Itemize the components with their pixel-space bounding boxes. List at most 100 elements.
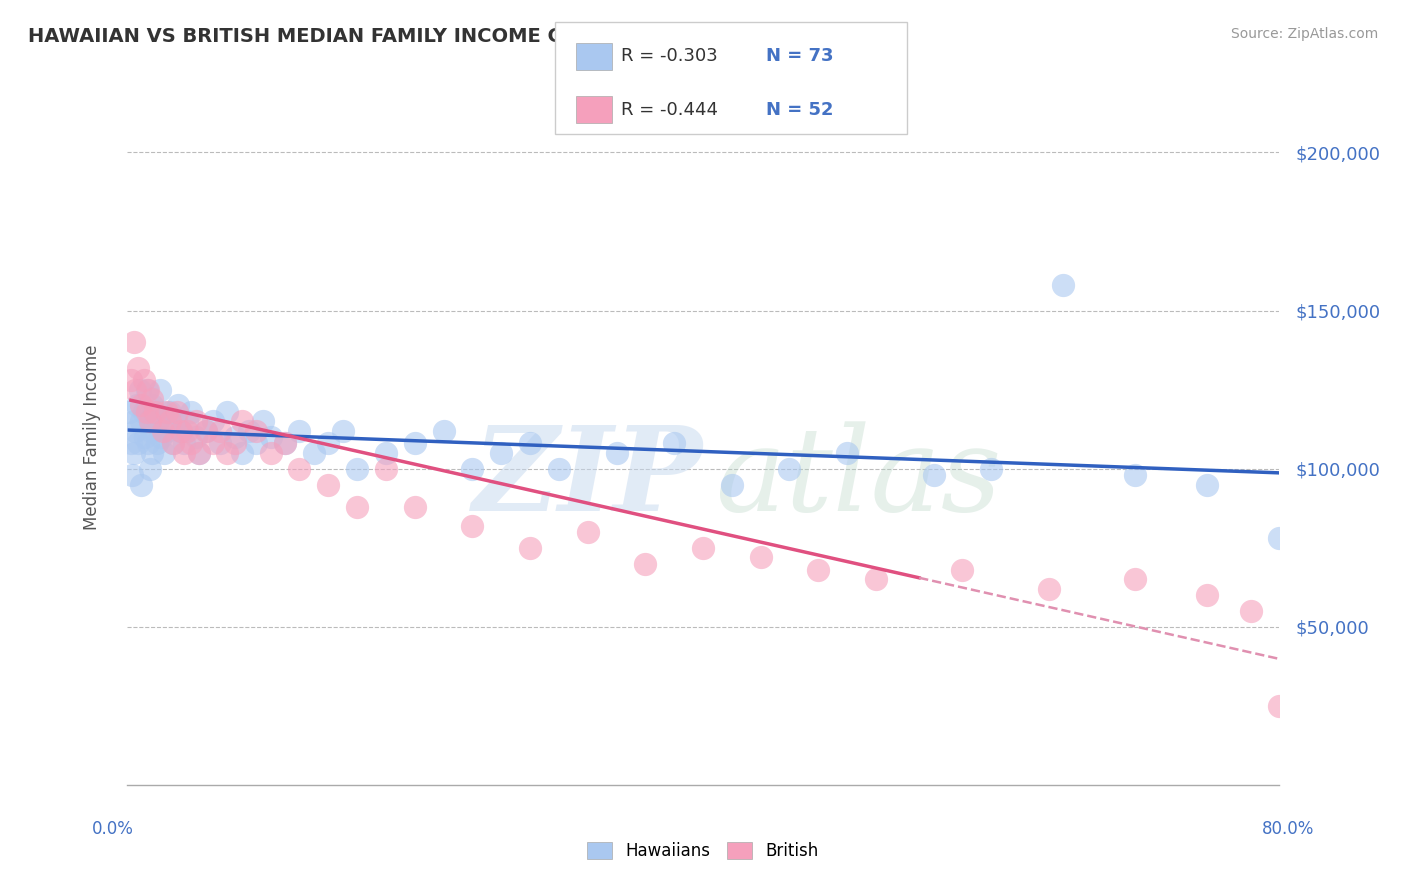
Point (1125, 468, 1147, 483)
Point (332, 424, 354, 438)
Point (217, 405, 239, 419)
Point (318, 436, 340, 450)
Point (162, 436, 184, 450)
Point (124, 383, 146, 397)
Point (461, 461, 484, 475)
Point (252, 414, 274, 428)
Point (1052, 278, 1074, 293)
Point (1296, 620, 1319, 634)
Point (136, 383, 159, 397)
Point (302, 446, 325, 460)
Point (148, 414, 170, 428)
Text: atlas: atlas (714, 421, 1001, 536)
Y-axis label: Median Family Income: Median Family Income (83, 344, 101, 530)
Point (664, 436, 686, 450)
Point (433, 424, 456, 438)
Point (288, 424, 311, 438)
Point (162, 436, 184, 450)
Point (122, 335, 145, 350)
Point (1197, 588, 1219, 602)
Point (120, 436, 142, 450)
Point (346, 500, 368, 514)
Point (187, 446, 209, 460)
Point (194, 424, 217, 438)
Point (120, 373, 142, 387)
Point (129, 414, 152, 428)
Text: 0.0%: 0.0% (91, 821, 134, 838)
Point (138, 414, 160, 428)
Point (141, 392, 163, 406)
Point (807, 563, 830, 577)
Point (173, 436, 195, 450)
Point (1268, 531, 1291, 545)
Point (166, 405, 188, 419)
Point (194, 424, 217, 438)
Point (404, 436, 426, 450)
Point (231, 414, 253, 428)
Point (404, 500, 426, 514)
Point (122, 446, 145, 460)
Point (224, 430, 246, 444)
Point (288, 461, 311, 475)
Point (153, 446, 176, 460)
Point (491, 446, 513, 460)
Point (1038, 582, 1060, 596)
Point (129, 477, 152, 491)
Point (224, 436, 246, 450)
Point (606, 446, 628, 460)
Point (129, 399, 152, 413)
Point (519, 541, 541, 555)
Point (274, 436, 297, 450)
Point (187, 446, 209, 460)
Point (124, 424, 146, 438)
Point (128, 383, 150, 397)
Point (152, 424, 174, 438)
Text: ZIP: ZIP (472, 421, 703, 536)
Point (209, 436, 232, 450)
Text: N = 52: N = 52 (766, 101, 834, 119)
Point (170, 424, 193, 438)
Point (180, 405, 202, 419)
Point (346, 461, 368, 475)
Point (145, 424, 166, 438)
Point (125, 399, 148, 413)
Text: Source: ZipAtlas.com: Source: ZipAtlas.com (1230, 27, 1378, 41)
Point (122, 414, 145, 428)
Point (170, 424, 193, 438)
Point (217, 446, 239, 460)
Point (374, 446, 398, 460)
Point (519, 436, 541, 450)
Point (202, 436, 225, 450)
Point (176, 414, 198, 428)
Point (202, 414, 225, 428)
Point (180, 436, 202, 450)
Point (259, 430, 281, 444)
Point (167, 399, 190, 413)
Point (184, 430, 207, 444)
Point (118, 405, 141, 419)
Point (1125, 573, 1147, 587)
Point (835, 446, 858, 460)
Point (548, 461, 571, 475)
Point (138, 414, 160, 428)
Point (692, 541, 714, 555)
Point (141, 446, 163, 460)
Text: R = -0.444: R = -0.444 (621, 101, 718, 119)
Point (127, 436, 149, 450)
Point (634, 557, 657, 571)
Point (127, 360, 149, 375)
Point (950, 563, 973, 577)
Point (150, 430, 173, 444)
Point (134, 430, 156, 444)
Point (238, 424, 260, 438)
Point (245, 424, 267, 438)
Point (159, 405, 181, 419)
Point (720, 477, 742, 491)
Text: R = -0.303: R = -0.303 (621, 47, 718, 65)
Point (865, 573, 887, 587)
Point (135, 383, 157, 397)
Point (176, 424, 198, 438)
Point (152, 405, 174, 419)
Point (274, 436, 297, 450)
Point (141, 399, 163, 413)
